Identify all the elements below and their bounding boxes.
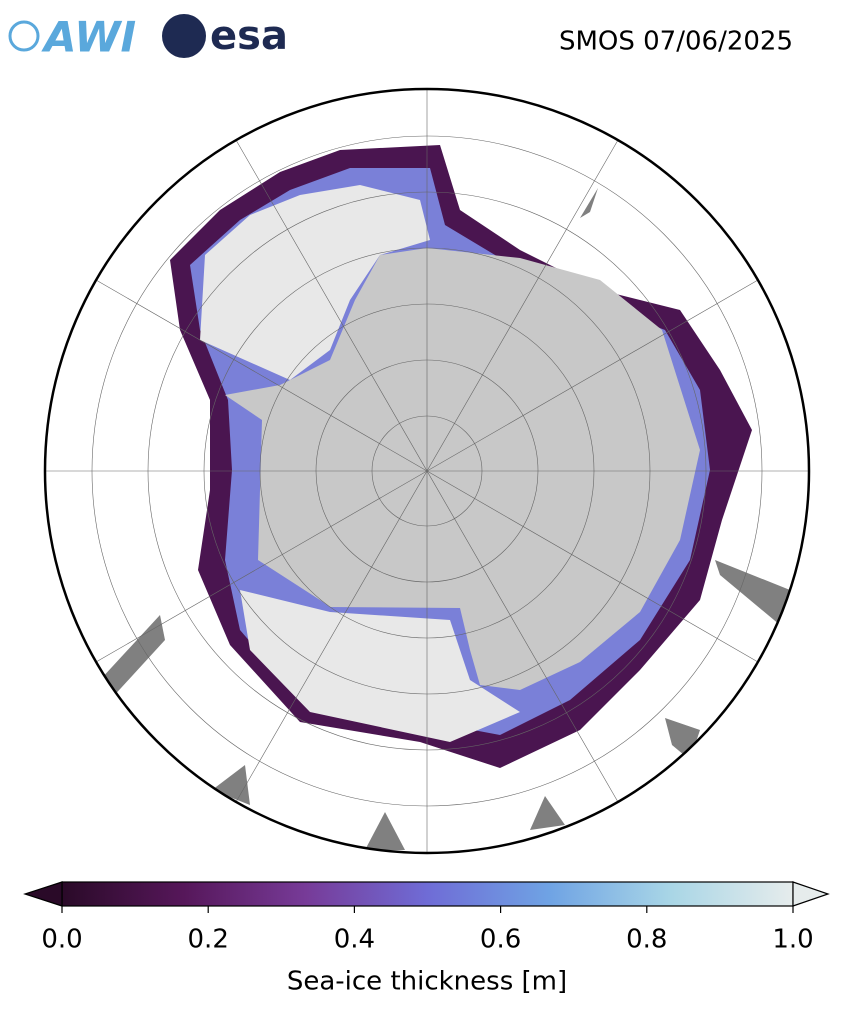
land-artifact xyxy=(715,560,790,625)
tick-label: 0.2 xyxy=(188,925,229,955)
land-artifact xyxy=(580,188,598,218)
tick-label: 0.6 xyxy=(480,925,521,955)
tick-label: 1.0 xyxy=(772,925,813,955)
colorbar-body xyxy=(61,881,794,907)
land-artifact xyxy=(365,812,405,850)
land-artifact xyxy=(212,765,250,805)
esa-logo: esa xyxy=(210,13,288,59)
land-artifact xyxy=(100,615,165,700)
awi-icon xyxy=(8,20,40,52)
colorbar-extend-high xyxy=(792,881,830,907)
colorbar-label: Sea-ice thickness [m] xyxy=(287,967,567,997)
graticule xyxy=(45,89,809,853)
colorbar: 0.0 0.2 0.4 0.6 0.8 1.0 xyxy=(23,881,830,955)
colorbar-extend-low xyxy=(23,881,63,907)
land-artifact xyxy=(530,796,565,830)
tick-label: 0.0 xyxy=(41,925,82,955)
awi-logo: AWI xyxy=(41,13,136,62)
logos: AWI esa xyxy=(8,13,288,62)
tick-label: 0.8 xyxy=(626,925,667,955)
map-frame xyxy=(43,87,811,855)
antarctica xyxy=(225,248,700,690)
esa-icon xyxy=(162,14,206,58)
map xyxy=(45,89,809,853)
sea-ice-thick xyxy=(240,590,520,742)
tick-label: 0.4 xyxy=(334,925,375,955)
map-title: SMOS 07/06/2025 xyxy=(559,27,793,57)
sea-ice-thick xyxy=(200,185,430,380)
